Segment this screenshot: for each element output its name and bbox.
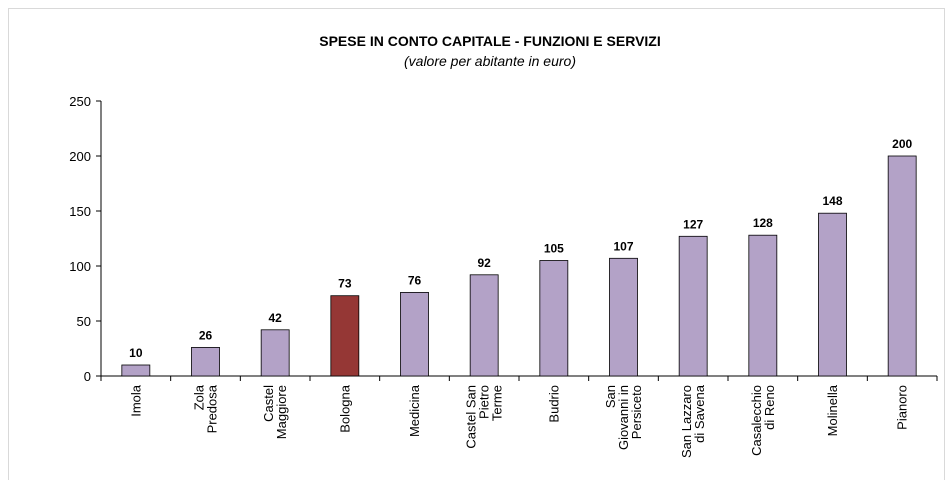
y-tick-label: 250 — [69, 94, 91, 109]
y-tick-label: 0 — [84, 369, 91, 384]
x-tick-label: Castel SanPietroTerme — [464, 385, 505, 449]
x-tick-label: Pianoro — [895, 385, 910, 430]
chart-frame — [8, 8, 945, 480]
y-tick-label: 150 — [69, 204, 91, 219]
value-label: 127 — [683, 217, 703, 231]
bar — [748, 234, 778, 377]
value-label: 92 — [477, 256, 491, 270]
x-tick-label: Bologna — [337, 384, 352, 432]
value-label: 73 — [338, 277, 352, 291]
chart-title: SPESE IN CONTO CAPITALE - FUNZIONI E SER… — [319, 33, 660, 49]
bar — [121, 364, 151, 377]
x-tick-label: Medicina — [407, 384, 422, 437]
bar — [469, 274, 499, 377]
value-label: 107 — [613, 239, 633, 253]
bar — [330, 295, 360, 377]
x-tick-label: San Lazzarodi Savena — [679, 384, 707, 458]
value-label: 128 — [753, 216, 773, 230]
chart-subtitle: (valore per abitante in euro) — [404, 53, 576, 69]
value-label: 200 — [892, 137, 912, 151]
x-tick-label: Molinella — [825, 384, 840, 436]
value-label: 26 — [199, 328, 213, 342]
x-tick-label: ZolaPredosa — [192, 384, 220, 433]
y-tick-label: 50 — [77, 314, 91, 329]
x-tick-label: Casalecchiodi Reno — [749, 385, 777, 456]
value-label: 148 — [822, 194, 842, 208]
bar — [400, 291, 429, 377]
bar — [609, 257, 638, 377]
bar — [539, 260, 569, 377]
x-tick-label: Imola — [128, 384, 143, 417]
bar — [678, 235, 708, 377]
value-label: 76 — [408, 273, 422, 287]
bar — [191, 346, 220, 377]
y-tick-label: 100 — [69, 259, 91, 274]
bar — [887, 155, 917, 377]
value-label: 42 — [268, 311, 282, 325]
y-tick-label: 200 — [69, 149, 91, 164]
x-tick-label: CastelMaggiore — [261, 385, 289, 439]
value-label: 105 — [544, 242, 564, 256]
bar — [818, 212, 847, 377]
x-tick-label: SanGiovanni inPersiceto — [603, 385, 644, 450]
value-label: 10 — [129, 346, 143, 360]
bar — [260, 329, 290, 377]
x-tick-label: Budrio — [546, 385, 561, 423]
